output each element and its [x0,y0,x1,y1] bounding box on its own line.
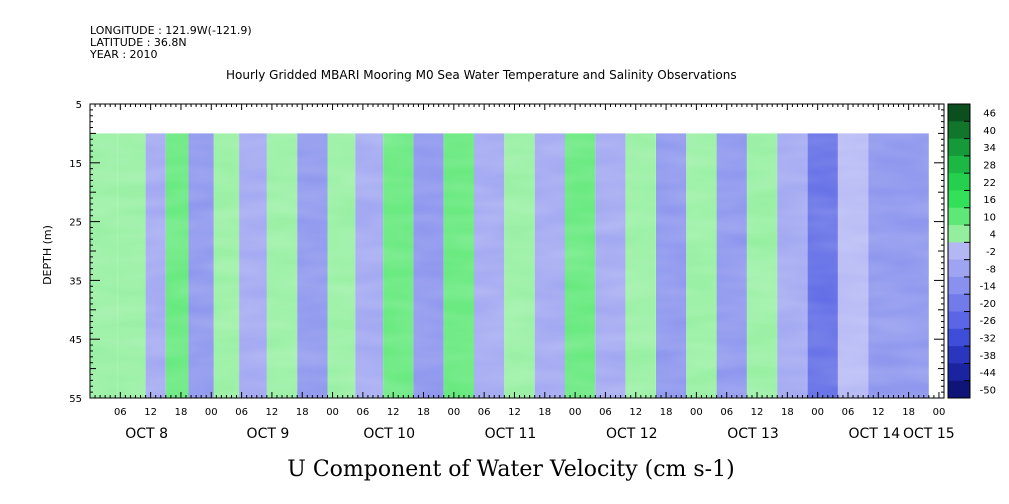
colorbar-label: 10 [983,212,996,223]
y-tick-label: 55 [69,394,82,405]
colorbar-label: -44 [980,368,996,379]
colorbar-swatch [948,363,970,382]
y-tick-label: 45 [69,335,82,346]
x-hour-label: 00 [205,407,218,418]
x-hour-label: 00 [811,407,824,418]
x-hour-label: 18 [296,407,309,418]
heatmap-texture [90,133,929,398]
colorbar-swatch [948,276,970,295]
colorbar-label: -32 [980,333,996,344]
colorbar-label: -38 [980,351,996,362]
colorbar-label: 40 [983,126,996,137]
x-hour-label: 06 [842,407,855,418]
plot-area [90,133,929,398]
x-hour-label: 12 [266,407,279,418]
x-hour-label: 00 [569,407,582,418]
x-day-label: OCT 9 [247,426,290,442]
x-day-label: OCT 8 [125,426,168,442]
colorbar-label: -50 [980,385,996,396]
x-hour-label: 18 [902,407,915,418]
x-hour-label: 06 [114,407,127,418]
colorbar-swatch [948,173,970,191]
colorbar-swatch [948,225,970,243]
y-tick-label: 15 [69,159,82,170]
x-hour-label: 12 [144,407,157,418]
colorbar-swatch [948,380,970,399]
x-hour-label: 12 [387,407,400,418]
x-hour-label: 12 [629,407,642,418]
x-day-label: OCT 13 [727,426,779,442]
colorbar-frame [947,103,971,399]
colorbar-swatch [948,311,970,330]
colorbar-label: 4 [990,230,996,241]
x-day-label: OCT 11 [485,426,537,442]
x-hour-label: 12 [751,407,764,418]
x-hour-label: 18 [781,407,794,418]
colorbar-label: -26 [980,316,996,327]
x-hour-label: 18 [175,407,188,418]
x-day-label: OCT 10 [363,426,415,442]
x-hour-label: 12 [508,407,521,418]
x-hour-label: 00 [690,407,703,418]
x-day-label: OCT 14 [848,426,900,442]
colorbar-label: -8 [986,264,996,275]
colorbar-swatch [948,346,970,364]
x-hour-label: 06 [235,407,248,418]
x-hour-label: 06 [720,407,733,418]
colorbar-swatch [948,104,970,122]
colorbar-label: -20 [980,299,996,310]
x-hour-label: 12 [872,407,885,418]
colorbar-swatch [948,155,970,174]
colorbar-swatch [948,328,970,347]
x-hour-label: 06 [478,407,491,418]
colorbar-label: 16 [983,195,996,206]
x-day-label: OCT 15 [903,426,955,442]
y-axis-label: DEPTH (m) [41,225,54,285]
axes: 5 15 25 35 45 55 06 12 18 00 06 12 18 00 06 12 18 00 06 12 1… [69,100,954,442]
y-tick-label: 5 [76,100,82,111]
longitude-label: LONGITUDE : 121.9W(-121.9) [90,24,252,37]
colorbar-label: 28 [983,161,996,172]
colorbar-swatch [948,190,970,209]
x-hour-label: 00 [326,407,339,418]
x-axis-label: U Component of Water Velocity (cm s-1) [287,457,734,482]
year-label: YEAR : 2010 [90,48,158,61]
colorbar-swatch [948,138,970,157]
colorbar-swatch [948,121,970,140]
chart-title: Hourly Gridded MBARI Mooring M0 Sea Wate… [226,68,737,82]
x-hour-label: 00 [447,407,460,418]
colorbar-label: 34 [983,143,996,154]
x-hour-label: 00 [933,407,946,418]
latitude-label: LATITUDE : 36.8N [90,36,187,49]
colorbar: 46 40 34 28 22 16 10 4 -2 -8 -14 -20 -26 -32 -38 -44 -50 [947,103,996,399]
x-hour-label: 06 [357,407,370,418]
colorbar-label: 46 [983,109,996,120]
colorbar-label: 22 [983,178,996,189]
colorbar-swatch [948,242,970,261]
x-hour-label: 06 [599,407,612,418]
y-tick-label: 35 [69,276,82,287]
colorbar-swatch [948,207,970,226]
colorbar-swatch [948,259,970,278]
x-hour-label: 18 [660,407,673,418]
y-tick-label: 25 [69,218,82,229]
x-day-label: OCT 12 [606,426,658,442]
x-hour-label: 18 [538,407,551,418]
x-hour-label: 18 [417,407,430,418]
colorbar-swatch [948,294,970,312]
colorbar-label: -2 [986,247,996,258]
colorbar-label: -14 [980,282,996,293]
